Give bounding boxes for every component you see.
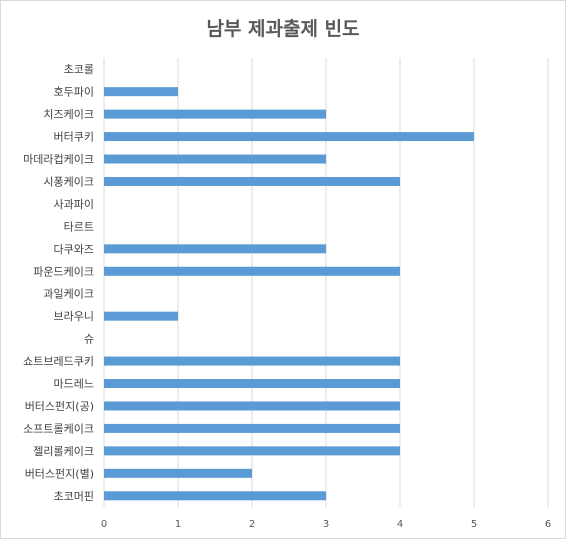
bar-2	[104, 109, 326, 119]
category-label: 호두파이	[54, 86, 94, 99]
x-tick-label: 0	[101, 519, 107, 530]
bar-16	[104, 423, 400, 433]
category-label: 브라우니	[54, 310, 94, 323]
category-label: 다쿠와즈	[54, 243, 94, 256]
grid-lines	[103, 58, 549, 507]
x-tick-label: 2	[249, 519, 255, 530]
bar-19	[104, 491, 326, 501]
bars	[104, 87, 474, 501]
x-tick-label: 4	[397, 519, 403, 530]
x-tick-label: 3	[323, 519, 329, 530]
bar-8	[104, 244, 326, 254]
category-label: 젤리롤케이크	[33, 445, 94, 458]
category-label: 시퐁케이크	[43, 175, 94, 188]
category-label: 치즈케이크	[43, 108, 94, 121]
bar-18	[104, 468, 252, 478]
category-label: 마드레느	[54, 378, 94, 391]
bar-17	[104, 446, 400, 456]
bar-5	[104, 176, 400, 186]
category-label: 타르트	[64, 220, 94, 233]
category-label: 초코롤	[64, 63, 94, 76]
bar-14	[104, 379, 400, 389]
bar-11	[104, 311, 178, 321]
category-label: 초코머핀	[54, 490, 94, 503]
bar-15	[104, 401, 400, 411]
category-label: 버터스펀지(별)	[25, 467, 94, 480]
bar-1	[104, 87, 178, 97]
x-tick-label: 6	[545, 519, 551, 530]
bar-9	[104, 266, 400, 276]
category-label: 마데라컵케이크	[23, 153, 94, 166]
category-label: 파운드케이크	[33, 265, 94, 278]
bar-4	[104, 154, 326, 164]
category-label: 사과파이	[54, 198, 94, 211]
bar-3	[104, 132, 474, 142]
x-tick-labels: 0 1 2 3 4 5 6	[101, 519, 551, 530]
category-label: 과일케이크	[43, 287, 94, 301]
category-labels: 초코롤호두파이치즈케이크버터쿠키마데라컵케이크시퐁케이크사과파이타르트다쿠와즈파…	[23, 63, 94, 503]
x-tick-label: 1	[175, 519, 181, 530]
category-label: 슈	[84, 333, 94, 346]
chart-title: 남부 제과출제 빈도	[206, 18, 360, 40]
x-tick-label: 5	[471, 519, 477, 530]
bar-13	[104, 356, 400, 366]
category-label: 소프트롤케이크	[23, 422, 94, 435]
category-label: 쇼트브레드쿠키	[23, 355, 94, 368]
category-label: 버터쿠키	[54, 131, 94, 144]
category-label: 버터스펀지(공)	[25, 400, 94, 413]
